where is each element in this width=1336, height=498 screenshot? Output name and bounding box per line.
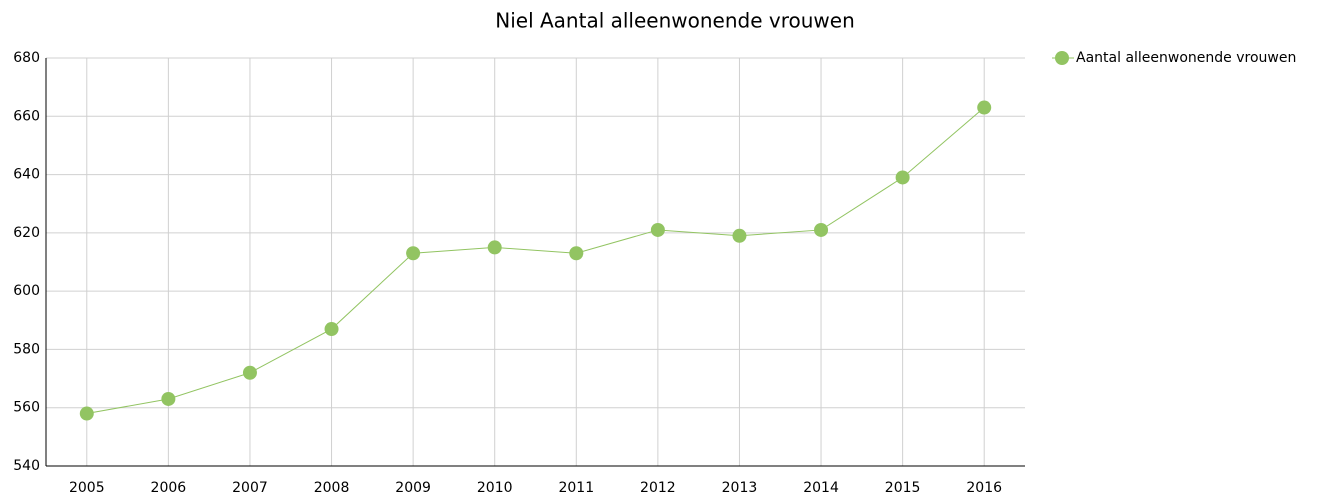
line — [86, 107, 985, 415]
chart-title: Niel Aantal alleenwonende vrouwen — [495, 9, 855, 33]
y-tick-label: 600 — [13, 283, 40, 299]
legend-marker — [1055, 51, 1069, 65]
x-tick-label: 2008 — [314, 480, 350, 496]
point — [161, 391, 176, 406]
x-tick-label: 2013 — [722, 480, 758, 496]
point — [977, 100, 992, 115]
point — [814, 222, 829, 237]
x-tick-label: 2015 — [885, 480, 921, 496]
point — [79, 406, 94, 421]
point — [650, 222, 665, 237]
point — [569, 246, 584, 261]
legend-label: Aantal alleenwonende vrouwen — [1076, 50, 1296, 66]
x-tick-label: 2011 — [558, 480, 594, 496]
x-tick-label: 2012 — [640, 480, 676, 496]
x-tick-label: 2007 — [232, 480, 268, 496]
y-tick-label: 620 — [13, 225, 40, 241]
x-tick-label: 2006 — [151, 480, 187, 496]
x-tick-label: 2010 — [477, 480, 513, 496]
x-tick-label: 2009 — [395, 480, 431, 496]
y-tick-label: 540 — [13, 458, 40, 474]
x-tick-label: 2014 — [803, 480, 839, 496]
point — [406, 246, 421, 261]
point — [732, 228, 747, 243]
point — [895, 170, 910, 185]
x-tick-label: 2016 — [966, 480, 1002, 496]
y-tick-label: 660 — [13, 108, 40, 124]
point — [324, 322, 339, 337]
y-tick-label: 580 — [13, 341, 40, 357]
y-tick-label: 680 — [13, 50, 40, 66]
y-tick-label: 560 — [13, 400, 40, 416]
point — [242, 365, 257, 380]
y-tick-label: 640 — [13, 167, 40, 183]
x-tick-label: 2005 — [69, 480, 105, 496]
point — [487, 240, 502, 255]
